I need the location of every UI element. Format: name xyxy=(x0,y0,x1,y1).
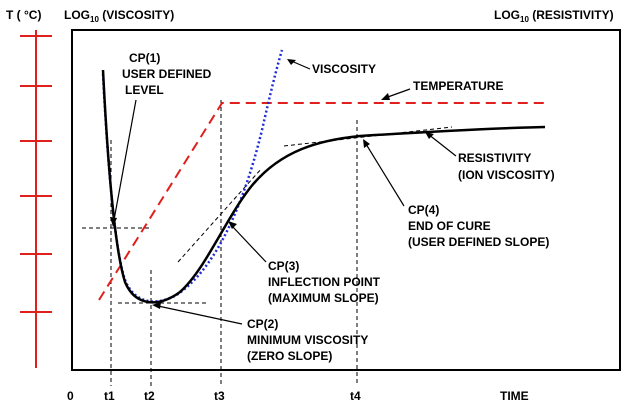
viscosity-axis-label: LOG10 (VISCOSITY) xyxy=(64,8,174,24)
cp2-leader-arrowhead xyxy=(152,302,161,309)
cp1-line-1: CP(1) xyxy=(129,51,160,65)
cp4-line-3: (USER DEFINED SLOPE) xyxy=(408,235,549,249)
axis-t3-label: t3 xyxy=(214,389,225,403)
cp2-line-3: (ZERO SLOPE) xyxy=(247,349,332,363)
cp4-line-1: CP(4) xyxy=(408,203,439,217)
cp2-line-1: CP(2) xyxy=(247,317,278,331)
cp3-leader-arrowhead xyxy=(228,221,237,229)
cp1-label: CP(1) USER DEFINED LEVEL xyxy=(122,51,215,97)
cp2-leader xyxy=(157,305,243,325)
tangent-cp3 xyxy=(177,167,263,263)
cp2-label: CP(2) MINIMUM VISCOSITY (ZERO SLOPE) xyxy=(247,317,371,363)
cp1-line-2: USER DEFINED xyxy=(122,67,212,81)
temperature-curve xyxy=(98,102,545,301)
axis-t1-label: t1 xyxy=(104,389,115,403)
cp1-line-3: LEVEL xyxy=(125,83,164,97)
axis-origin-label: 0 xyxy=(67,389,74,403)
cp4-leader-arrowhead xyxy=(363,139,370,148)
temperature-scale xyxy=(20,30,52,368)
temperature-leader xyxy=(384,88,411,99)
viscosity-leader-arrowhead xyxy=(287,59,296,65)
cp2-line-2: MINIMUM VISCOSITY xyxy=(247,333,368,347)
plot-frame xyxy=(71,29,621,371)
resistivity-leader-arrowhead xyxy=(425,132,434,139)
temperature-label: TEMPERATURE xyxy=(413,79,503,93)
cp3-leader xyxy=(231,225,267,263)
axis-time-label: TIME xyxy=(500,389,529,403)
resistivity-leader xyxy=(427,133,457,157)
resistivity-axis-label: LOG10 (RESISTIVITY) xyxy=(494,8,614,24)
resistivity-curve xyxy=(101,69,546,304)
guide-lines xyxy=(82,100,453,386)
ion-viscosity-label: (ION VISCOSITY) xyxy=(458,168,555,182)
viscosity-label: VISCOSITY xyxy=(312,62,376,76)
cp1-leader-arrowhead xyxy=(110,217,117,227)
cp4-line-2: END OF CURE xyxy=(408,219,491,233)
cp4-leader xyxy=(365,143,405,207)
resistivity-label: RESISTIVITY xyxy=(458,151,531,165)
cp3-line-1: CP(3) xyxy=(268,259,299,273)
cp3-line-3: (MAXIMUM SLOPE) xyxy=(268,291,379,305)
cp1-leader xyxy=(113,99,137,221)
cp4-label: CP(4) END OF CURE (USER DEFINED SLOPE) xyxy=(408,203,549,249)
temperature-axis-label: T ( °C) xyxy=(6,8,41,22)
cp3-line-2: INFLECTION POINT xyxy=(268,275,381,289)
axis-t2-label: t2 xyxy=(144,389,155,403)
temperature-leader-arrowhead xyxy=(381,93,390,100)
cp3-label: CP(3) INFLECTION POINT (MAXIMUM SLOPE) xyxy=(268,259,383,305)
axis-t4-label: t4 xyxy=(350,389,361,403)
